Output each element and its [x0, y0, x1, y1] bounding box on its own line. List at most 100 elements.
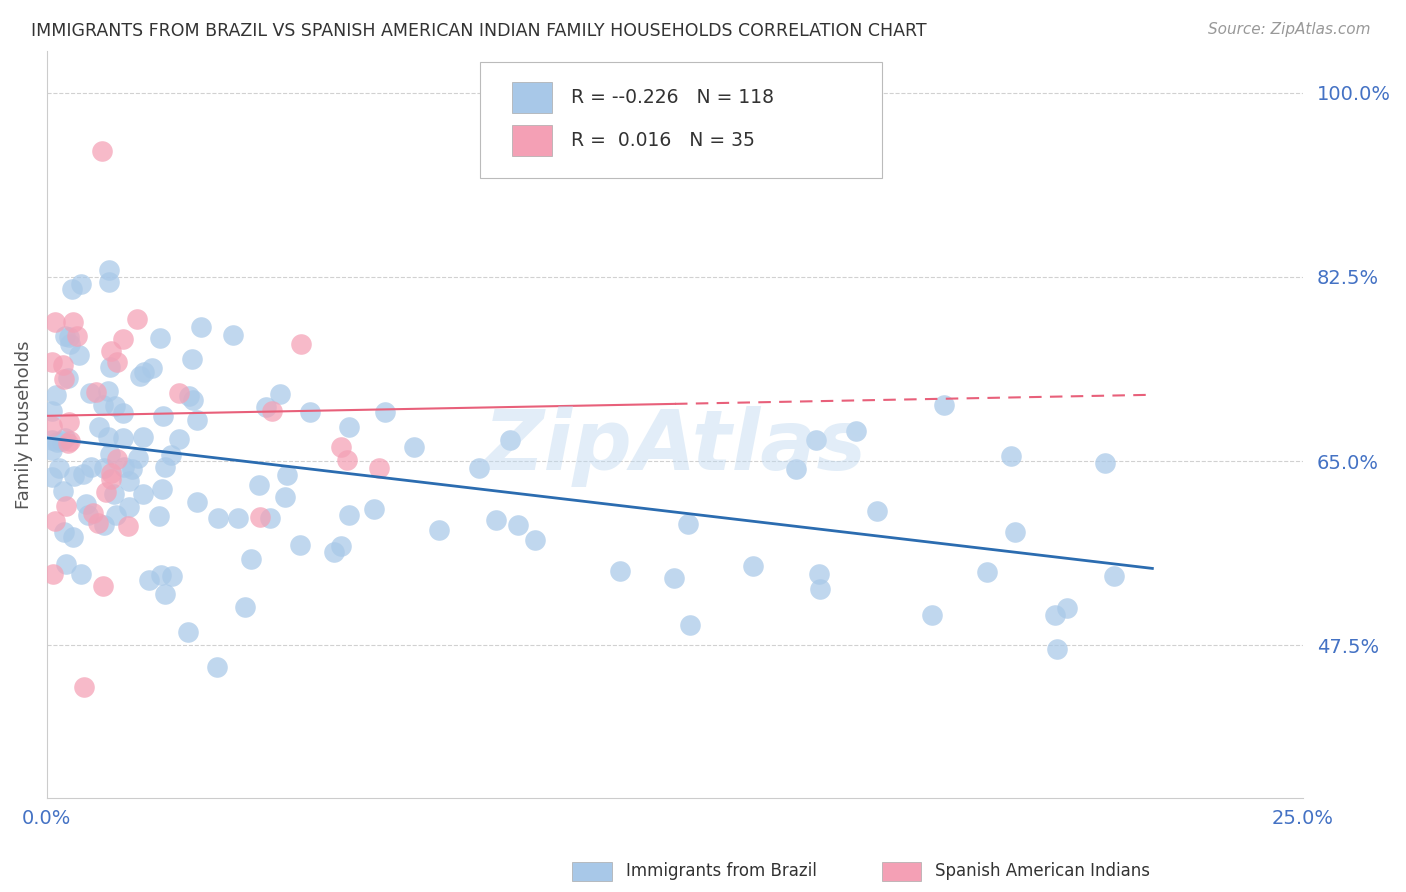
- Point: [104, 399, 127, 413]
- Point: [58, 435, 80, 450]
- Point: [1004, 525, 1026, 540]
- Point: [337, 420, 360, 434]
- Point: [111, 406, 134, 420]
- Point: [485, 513, 508, 527]
- Text: R =  0.016   N = 35: R = 0.016 N = 35: [571, 131, 755, 150]
- Point: [865, 504, 887, 518]
- Point: [207, 659, 229, 673]
- Point: [111, 431, 134, 445]
- Point: [53, 328, 76, 343]
- Bar: [512, 82, 553, 113]
- Point: [41, 433, 63, 447]
- Point: [60, 282, 83, 296]
- Text: R = --0.226   N = 118: R = --0.226 N = 118: [571, 88, 773, 107]
- Point: [679, 618, 702, 632]
- Point: [87, 516, 110, 530]
- Point: [160, 448, 183, 462]
- Point: [662, 571, 685, 585]
- Point: [141, 360, 163, 375]
- Point: [976, 565, 998, 579]
- Point: [93, 461, 115, 475]
- Point: [105, 452, 128, 467]
- Point: [499, 433, 522, 447]
- Point: [93, 518, 115, 533]
- Point: [97, 384, 120, 399]
- Point: [149, 331, 172, 345]
- Point: [804, 433, 827, 447]
- Point: [51, 434, 73, 448]
- Point: [63, 469, 86, 483]
- Point: [179, 389, 201, 403]
- Point: [363, 502, 385, 516]
- Point: [1043, 607, 1066, 622]
- Point: [249, 510, 271, 524]
- Point: [80, 460, 103, 475]
- Point: [58, 330, 80, 344]
- Point: [55, 557, 77, 571]
- Point: [276, 468, 298, 483]
- Point: [41, 355, 63, 369]
- Point: [330, 539, 353, 553]
- Point: [524, 533, 547, 547]
- Point: [100, 467, 122, 481]
- Point: [932, 398, 955, 412]
- Point: [79, 385, 101, 400]
- Point: [117, 519, 139, 533]
- Point: [97, 262, 120, 277]
- Point: [298, 404, 321, 418]
- Point: [132, 365, 155, 379]
- Point: [207, 511, 229, 525]
- Point: [129, 368, 152, 383]
- Point: [323, 545, 346, 559]
- Point: [91, 398, 114, 412]
- Point: [97, 430, 120, 444]
- FancyBboxPatch shape: [481, 62, 883, 178]
- Point: [808, 582, 831, 596]
- Point: [44, 514, 66, 528]
- Point: [118, 500, 141, 514]
- Point: [186, 495, 208, 509]
- Point: [121, 462, 143, 476]
- Point: [104, 508, 127, 522]
- Point: [48, 461, 70, 475]
- Point: [330, 440, 353, 454]
- Point: [59, 336, 82, 351]
- Point: [269, 386, 291, 401]
- Point: [62, 530, 84, 544]
- Point: [62, 315, 84, 329]
- Point: [148, 509, 170, 524]
- Point: [100, 344, 122, 359]
- Point: [155, 460, 177, 475]
- Point: [785, 462, 807, 476]
- Point: [53, 431, 76, 445]
- Point: [56, 370, 79, 384]
- Point: [402, 440, 425, 454]
- Point: [186, 412, 208, 426]
- Point: [70, 567, 93, 582]
- Point: [100, 472, 122, 486]
- Point: [921, 608, 943, 623]
- Point: [609, 564, 631, 578]
- Point: [1046, 642, 1069, 657]
- Point: [59, 434, 82, 448]
- Point: [98, 360, 121, 375]
- Point: [676, 516, 699, 531]
- Point: [84, 384, 107, 399]
- Point: [160, 569, 183, 583]
- Point: [254, 400, 277, 414]
- Point: [336, 452, 359, 467]
- Point: [94, 484, 117, 499]
- Point: [260, 403, 283, 417]
- Point: [274, 490, 297, 504]
- Point: [132, 486, 155, 500]
- Point: [91, 144, 114, 158]
- Point: [508, 517, 530, 532]
- Point: [288, 538, 311, 552]
- Bar: [512, 125, 553, 156]
- Point: [742, 559, 765, 574]
- Point: [41, 403, 63, 417]
- Point: [46, 435, 69, 450]
- Point: [169, 386, 191, 401]
- Point: [247, 477, 270, 491]
- Point: [169, 432, 191, 446]
